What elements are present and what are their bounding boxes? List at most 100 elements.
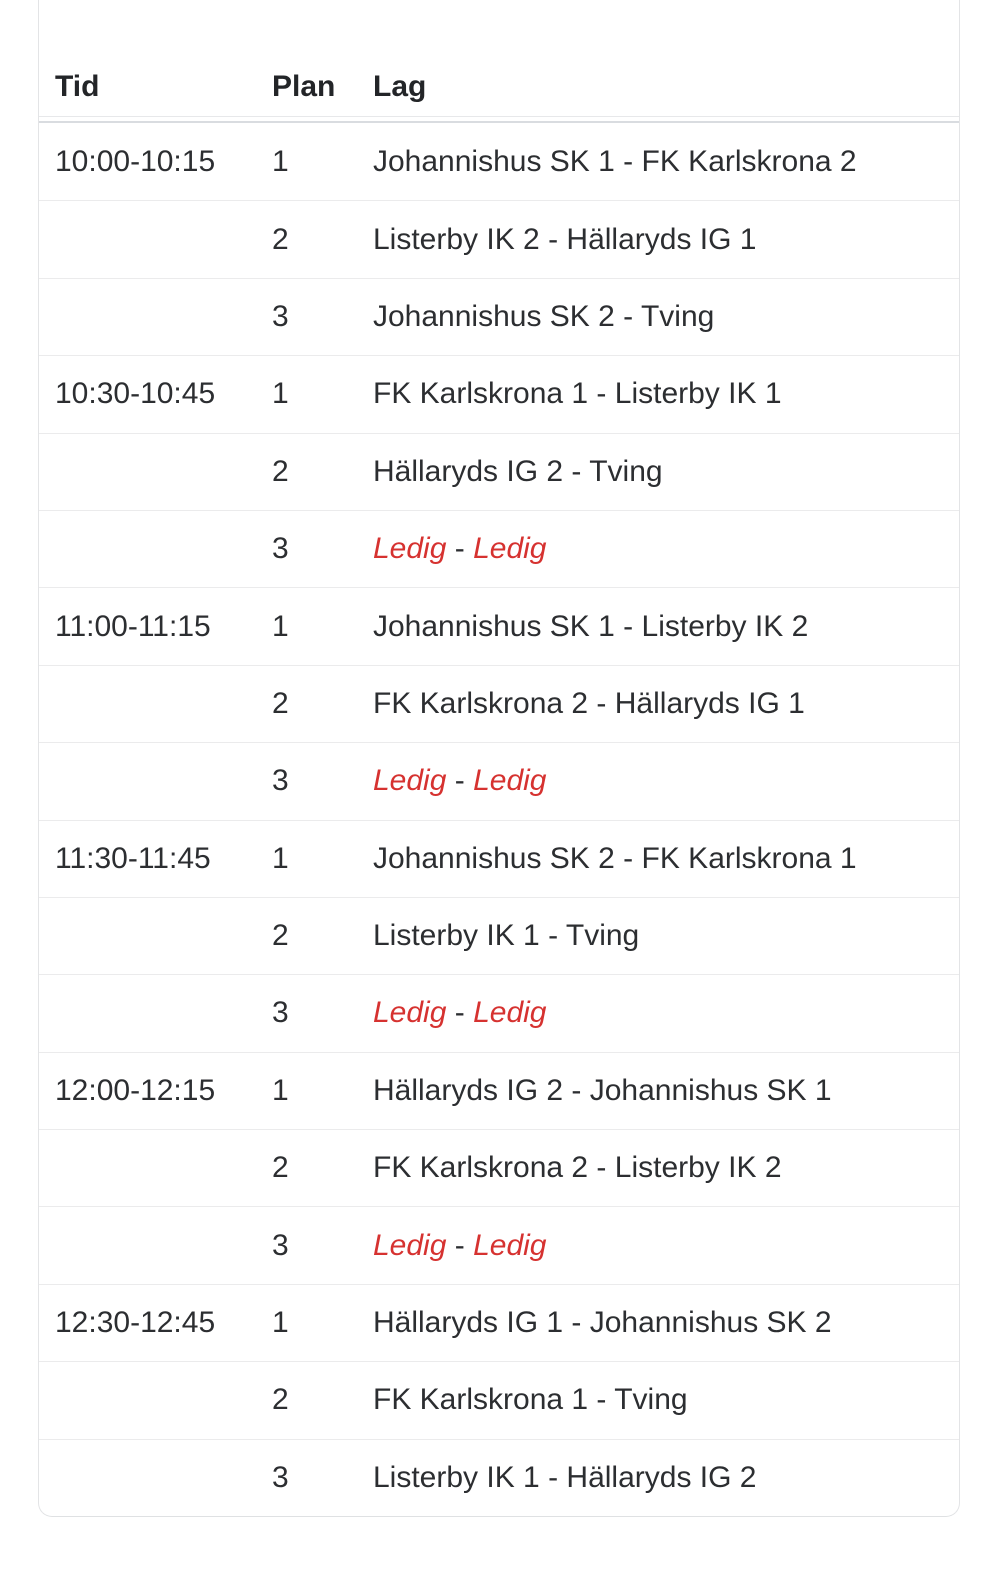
- team-separator: -: [446, 532, 474, 566]
- match-cell: FK Karlskrona 2 - Hällaryds IG 1: [355, 687, 959, 721]
- away-team: Ledig: [473, 532, 547, 566]
- table-row: 3 Johannishus SK 2 - Tving: [39, 277, 959, 355]
- away-team: Hällaryds IG 1: [566, 222, 757, 256]
- home-team: Hällaryds IG 1: [373, 1306, 564, 1340]
- team-separator: -: [563, 1306, 590, 1340]
- time-cell: 11:00-11:15: [55, 609, 211, 643]
- home-team: Johannishus SK 2: [373, 299, 615, 333]
- time-cell: 11:30-11:45: [55, 841, 211, 875]
- away-team: FK Karlskrona 2: [641, 144, 857, 178]
- match-cell: Johannishus SK 2 - Tving: [355, 300, 959, 334]
- table-row: 3 Ledig - Ledig: [39, 742, 959, 819]
- match-cell: Johannishus SK 2 - FK Karlskrona 1: [355, 842, 959, 876]
- away-team: Ledig: [473, 764, 547, 798]
- match-cell: Hällaryds IG 2 - Tving: [355, 455, 959, 489]
- match-cell: FK Karlskrona 1 - Tving: [355, 1383, 959, 1417]
- plan-cell: 1: [272, 609, 289, 643]
- team-separator: -: [563, 1073, 590, 1107]
- table-row: 3 Ledig - Ledig: [39, 974, 959, 1051]
- away-team: Hällaryds IG 1: [614, 686, 805, 720]
- away-team: Johannishus SK 2: [589, 1306, 832, 1340]
- plan-cell: 2: [272, 1151, 289, 1185]
- match-cell: Ledig - Ledig: [355, 764, 959, 798]
- away-team: Tving: [589, 454, 663, 488]
- home-team: FK Karlskrona 1: [373, 1383, 589, 1417]
- plan-cell: 1: [272, 841, 289, 875]
- time-cell: 12:00-12:15: [55, 1073, 216, 1107]
- header-divider: [39, 116, 959, 123]
- table-row: 12:00-12:15 1 Hällaryds IG 2 - Johannishus…: [39, 1051, 959, 1129]
- team-separator: -: [614, 144, 642, 178]
- away-team: Ledig: [473, 1228, 547, 1262]
- match-cell: Johannishus SK 1 - FK Karlskrona 2: [355, 145, 959, 179]
- plan-cell: 1: [272, 377, 289, 411]
- match-cell: FK Karlskrona 2 - Listerby IK 2: [355, 1151, 959, 1185]
- team-separator: -: [614, 609, 642, 643]
- column-header-tid: Tid: [55, 70, 100, 103]
- plan-cell: 3: [272, 532, 289, 566]
- match-cell: Listerby IK 1 - Tving: [355, 919, 959, 953]
- time-cell: 10:00-10:15: [55, 144, 216, 178]
- away-team: FK Karlskrona 1: [641, 841, 857, 875]
- table-row: 10:00-10:15 1 Johannishus SK 1 - FK Karlsk…: [39, 123, 959, 200]
- away-team: Listerby IK 1: [614, 377, 782, 411]
- away-team: Tving: [614, 1383, 688, 1417]
- table-row: 12:30-12:45 1 Hällaryds IG 1 - Johannishus…: [39, 1283, 959, 1361]
- away-team: Tving: [640, 299, 715, 333]
- team-separator: -: [614, 841, 642, 875]
- table-row: 11:30-11:45 1 Johannishus SK 2 - FK Karlsk…: [39, 819, 959, 897]
- home-team: Johannishus SK 1: [373, 609, 615, 643]
- home-team: Johannishus SK 1: [373, 144, 615, 178]
- table-row: 2 FK Karlskrona 2 - Hällaryds IG 1: [39, 664, 959, 742]
- team-separator: -: [588, 686, 615, 720]
- match-cell: Ledig - Ledig: [355, 996, 959, 1030]
- away-team: Johannishus SK 1: [589, 1073, 832, 1107]
- away-team: Ledig: [473, 996, 547, 1030]
- home-team: Johannishus SK 2: [373, 841, 615, 875]
- plan-cell: 1: [272, 1073, 289, 1107]
- table-header: Tid Plan Lag: [39, 0, 959, 123]
- plan-cell: 3: [272, 1228, 289, 1262]
- away-team: Listerby IK 2: [641, 609, 809, 643]
- plan-cell: 1: [272, 144, 289, 178]
- team-separator: -: [539, 1460, 567, 1494]
- table-row: 2 Listerby IK 2 - Hällaryds IG 1: [39, 200, 959, 277]
- home-team: Hällaryds IG 2: [373, 454, 564, 488]
- team-separator: -: [539, 919, 566, 953]
- plan-cell: 3: [272, 764, 289, 798]
- column-header-plan: Plan: [272, 70, 336, 103]
- time-cell: 12:30-12:45: [55, 1306, 216, 1340]
- plan-cell: 3: [272, 996, 289, 1030]
- plan-cell: 2: [272, 222, 289, 256]
- table-row: 3 Ledig - Ledig: [39, 509, 959, 587]
- team-separator: -: [588, 1151, 615, 1185]
- home-team: Listerby IK 1: [373, 919, 540, 953]
- away-team: Hällaryds IG 2: [566, 1460, 757, 1494]
- match-cell: Listerby IK 1 - Hällaryds IG 2: [355, 1461, 959, 1495]
- team-separator: -: [588, 377, 615, 411]
- team-separator: -: [446, 996, 474, 1030]
- team-separator: -: [539, 222, 567, 256]
- team-separator: -: [614, 299, 641, 333]
- team-separator: -: [446, 1228, 474, 1262]
- away-team: Tving: [565, 919, 640, 953]
- match-cell: FK Karlskrona 1 - Listerby IK 1: [355, 377, 959, 411]
- home-team: Listerby IK 1: [373, 1460, 540, 1494]
- team-separator: -: [588, 1383, 615, 1417]
- match-cell: Hällaryds IG 2 - Johannishus SK 1: [355, 1074, 959, 1108]
- match-cell: Ledig - Ledig: [355, 1229, 959, 1263]
- table-row: 11:00-11:15 1 Johannishus SK 1 - Listerby …: [39, 587, 959, 664]
- home-team: FK Karlskrona 2: [373, 686, 589, 720]
- table-row: 3 Listerby IK 1 - Hällaryds IG 2: [39, 1438, 959, 1516]
- home-team: Hällaryds IG 2: [373, 1073, 564, 1107]
- plan-cell: 3: [272, 299, 289, 333]
- column-header-lag: Lag: [373, 70, 427, 103]
- home-team: Ledig: [373, 532, 447, 566]
- schedule-table: Tid Plan Lag 10:00-10:15 1 Johannishus SK …: [38, 0, 960, 1518]
- table-row: 3 Ledig - Ledig: [39, 1206, 959, 1283]
- team-separator: -: [563, 454, 590, 488]
- home-team: Ledig: [373, 996, 447, 1030]
- plan-cell: 2: [272, 1383, 289, 1417]
- home-team: Ledig: [373, 764, 447, 798]
- header-row: Tid Plan Lag: [39, 0, 959, 116]
